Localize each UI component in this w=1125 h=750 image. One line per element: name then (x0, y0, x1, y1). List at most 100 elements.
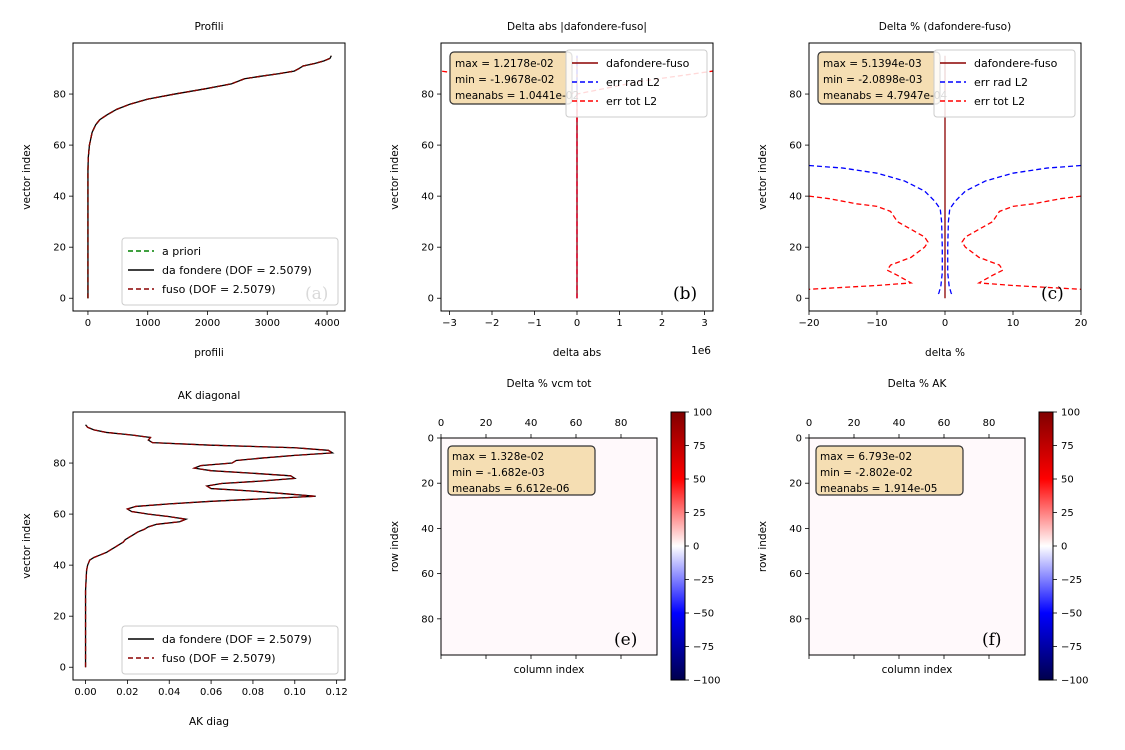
chart-f: 0 20 40 60 80 0 20 40 60 80 Delta % AK column index… (757, 378, 1088, 687)
chart-title: AK diagonal (178, 390, 241, 402)
y-axis-label: vector index (21, 144, 33, 209)
x-tick-label: 4000 (314, 318, 339, 329)
y-tick-label: 0 (796, 294, 802, 305)
y-axis-label: row index (389, 521, 401, 572)
x-tick-label: 40 (893, 418, 906, 429)
colorbar-tick-label: 100 (693, 408, 712, 419)
colorbar-tick-label: 25 (693, 508, 706, 519)
stats-line: meanabs = 1.0441e-02 (455, 90, 579, 102)
stats-line: meanabs = 6.612e-06 (452, 483, 570, 495)
chart-title: Delta % (dafondere-fuso) (879, 21, 1011, 33)
y-tick-label: 60 (53, 510, 66, 521)
x-tick-label: 20 (480, 418, 493, 429)
x-tick-label: 0 (574, 318, 580, 329)
y-axis-label: row index (757, 521, 769, 572)
legend-box (933, 49, 1076, 118)
y-tick-label: 60 (53, 141, 66, 152)
legend-label: err tot L2 (606, 95, 657, 108)
y-tick-label: 0 (796, 434, 802, 445)
panel-letter: (f) (982, 630, 1002, 650)
x-tick-label: −1 (527, 318, 542, 329)
legend-label: da fondere (DOF = 2.5079) (162, 633, 312, 646)
colorbar-tick-label: −50 (693, 609, 714, 620)
colorbar-tick-label: −75 (1061, 642, 1082, 653)
stats-line: meanabs = 4.7947e-04 (823, 90, 947, 102)
x-tick-label: 3 (701, 318, 707, 329)
y-tick-label: 80 (789, 90, 802, 101)
series-line-err-rad-l2 (809, 164, 943, 297)
y-tick-label: 40 (53, 561, 66, 572)
colorbar-tick-label: −100 (693, 676, 720, 687)
colorbar (1038, 411, 1054, 681)
legend-label: err rad L2 (606, 76, 660, 89)
x-tick-label: 1000 (135, 318, 160, 329)
stats-line: min = -1.9678e-02 (455, 74, 554, 86)
legend-label: err tot L2 (974, 95, 1025, 108)
x-tick-label: 2 (659, 318, 665, 329)
x-tick-label: 0.02 (116, 687, 138, 698)
colorbar-tick-label: −25 (1061, 575, 1082, 586)
legend-label: dafondere-fuso (974, 57, 1058, 70)
y-tick-label: 80 (421, 90, 434, 101)
stats-line: max = 1.328e-02 (452, 451, 544, 463)
chart-c: −20 −10 0 10 20 0 20 40 60 80 Delta % (dafondere-f… (757, 21, 1087, 359)
axes-frame (72, 42, 346, 312)
panel-letter: (b) (673, 284, 697, 304)
colorbar-tick-label: −50 (1061, 609, 1082, 620)
axes-frame (808, 437, 1026, 656)
chart-d: 0.00 0.02 0.04 0.06 0.08 0.10 0.12 0 20 40 60 80 AK … (21, 390, 348, 728)
y-tick-label: 20 (421, 479, 434, 490)
x-axis-label: delta % (925, 347, 965, 359)
x-tick-label: −10 (866, 318, 887, 329)
legend-label: fuso (DOF = 2.5079) (162, 283, 276, 296)
x-tick-label: −20 (798, 318, 819, 329)
x-tick-label: 10 (1007, 318, 1020, 329)
y-tick-label: 40 (421, 524, 434, 535)
legend-label: fuso (DOF = 2.5079) (162, 652, 276, 665)
x-axis-label: column index (882, 664, 953, 676)
chart-title: Delta % AK (888, 378, 948, 390)
legend-box (565, 49, 708, 118)
stats-box (815, 445, 964, 496)
series-line-fuso-dof-2-5079 (84, 424, 335, 668)
x-tick-label: 80 (983, 418, 996, 429)
plot-area (84, 424, 335, 668)
x-tick-label: 0 (438, 418, 444, 429)
y-tick-label: 40 (53, 192, 66, 203)
stats-line: max = 6.793e-02 (820, 451, 912, 463)
y-axis-label: vector index (757, 144, 769, 209)
x-tick-label: 60 (570, 418, 583, 429)
y-tick-label: 20 (789, 243, 802, 254)
legend-box (121, 625, 339, 675)
series-line-err-tot-l2-right (961, 195, 1081, 290)
x-tick-label: −2 (485, 318, 500, 329)
series-line-err-rad-l2-right (947, 164, 1081, 297)
panel-letter: (e) (614, 630, 637, 650)
axes-frame (440, 437, 658, 656)
chart-e: 0 20 40 60 80 0 20 40 60 80 Delta % vcm tot column … (389, 378, 720, 687)
x-tick-label: 0 (806, 418, 812, 429)
stats-line: max = 5.1394e-03 (823, 58, 922, 70)
y-tick-label: 0 (60, 663, 66, 674)
y-tick-label: 0 (428, 294, 434, 305)
y-tick-label: 40 (421, 192, 434, 203)
chart-title: Profili (194, 21, 223, 33)
x-tick-label: 0 (85, 318, 91, 329)
x-tick-label: 80 (615, 418, 628, 429)
series-line-err-tot-l2 (809, 195, 929, 290)
colorbar-tick-label: 25 (1061, 508, 1074, 519)
y-tick-label: 80 (53, 90, 66, 101)
x-tick-label: 2000 (195, 318, 220, 329)
axes-frame (72, 411, 346, 681)
y-tick-label: 60 (789, 141, 802, 152)
colorbar-tick-label: 50 (693, 475, 706, 486)
stats-line: meanabs = 1.914e-05 (820, 483, 938, 495)
x-offset-label: 1e6 (691, 345, 711, 357)
chart-title: Delta % vcm tot (507, 378, 592, 390)
y-axis-label: vector index (21, 513, 33, 578)
stats-line: min = -2.802e-02 (820, 467, 913, 479)
y-tick-label: 0 (60, 294, 66, 305)
colorbar-tick-label: −25 (693, 575, 714, 586)
y-tick-label: 40 (789, 192, 802, 203)
